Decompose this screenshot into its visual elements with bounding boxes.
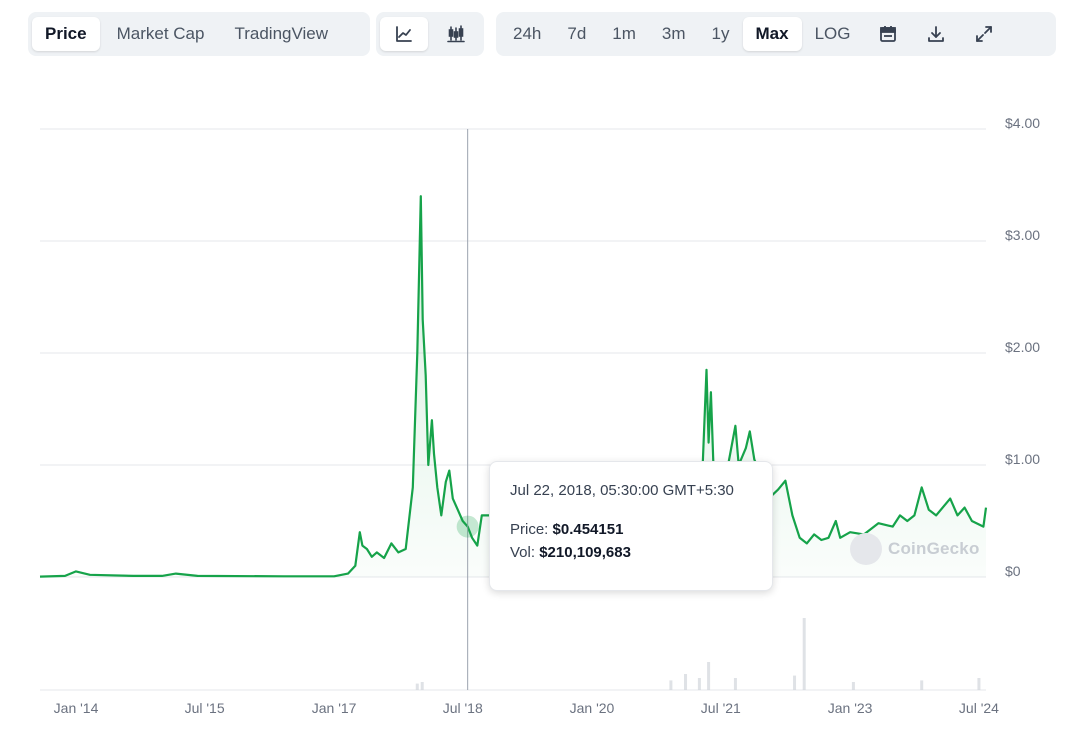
- range-1y[interactable]: 1y: [711, 24, 730, 43]
- tooltip-vol-row: Vol: $210,109,683: [510, 544, 752, 561]
- x-tick-label: Jan '17: [312, 700, 357, 716]
- view-tabs: Price Market Cap TradingView: [28, 12, 370, 56]
- download-icon[interactable]: [912, 17, 960, 51]
- volume-bar: [697, 678, 701, 690]
- range-3m[interactable]: 3m: [661, 24, 686, 43]
- tooltip-price-row: Price: $0.454151: [510, 521, 752, 538]
- tooltip-vol-label: Vol:: [510, 544, 536, 561]
- x-tick-label: Jan '14: [54, 700, 99, 716]
- range-7d[interactable]: 7d: [567, 24, 587, 43]
- volume-bar: [920, 680, 924, 690]
- volume-bar: [802, 618, 806, 690]
- volume-bar: [733, 678, 737, 690]
- y-tick-label: $1.00: [1005, 451, 1040, 467]
- tab-price[interactable]: Price: [32, 17, 100, 51]
- coingecko-watermark: CoinGecko: [850, 533, 980, 565]
- y-tick-label: $4.00: [1005, 115, 1040, 131]
- x-tick-label: Jul '15: [185, 700, 225, 716]
- x-tick-label: Jul '24: [959, 700, 999, 716]
- calendar-icon[interactable]: [864, 17, 912, 51]
- volume-bar: [851, 682, 855, 690]
- watermark-text: CoinGecko: [888, 539, 980, 558]
- fullscreen-icon[interactable]: [960, 17, 1008, 51]
- x-tick-label: Jan '20: [570, 700, 615, 716]
- volume-bar: [669, 680, 673, 690]
- line-chart-icon[interactable]: [380, 17, 428, 51]
- range-1m[interactable]: 1m: [612, 24, 636, 43]
- volume-bar: [420, 682, 424, 690]
- tab-tradingview[interactable]: TradingView: [234, 24, 329, 43]
- tooltip-vol-value: $210,109,683: [539, 544, 631, 561]
- chart-type-toggle: [376, 12, 484, 56]
- volume-bar: [977, 678, 981, 690]
- price-tooltip: Jul 22, 2018, 05:30:00 GMT+5:30 Price: $…: [489, 461, 773, 591]
- x-tick-label: Jul '18: [443, 700, 483, 716]
- range-24h[interactable]: 24h: [513, 24, 542, 43]
- tab-market-cap[interactable]: Market Cap: [116, 24, 205, 43]
- range-max[interactable]: Max: [742, 17, 802, 51]
- coingecko-logo-icon: [850, 533, 882, 565]
- range-toolbar: 24h 7d 1m 3m 1y Max LOG: [496, 12, 1056, 56]
- volume-bar: [707, 662, 711, 690]
- log-toggle[interactable]: LOG: [814, 24, 851, 43]
- volume-bar: [684, 674, 688, 690]
- y-tick-label: $3.00: [1005, 227, 1040, 243]
- volume-bar: [415, 683, 419, 690]
- x-tick-label: Jan '23: [828, 700, 873, 716]
- tooltip-price-label: Price:: [510, 521, 549, 538]
- tooltip-price-value: $0.454151: [552, 521, 624, 538]
- candlestick-icon[interactable]: [432, 17, 480, 51]
- x-tick-label: Jul '21: [701, 700, 741, 716]
- tooltip-date: Jul 22, 2018, 05:30:00 GMT+5:30: [510, 482, 734, 499]
- volume-bar: [793, 675, 797, 690]
- y-tick-label: $0: [1005, 563, 1021, 579]
- y-tick-label: $2.00: [1005, 339, 1040, 355]
- hover-point: [456, 515, 479, 538]
